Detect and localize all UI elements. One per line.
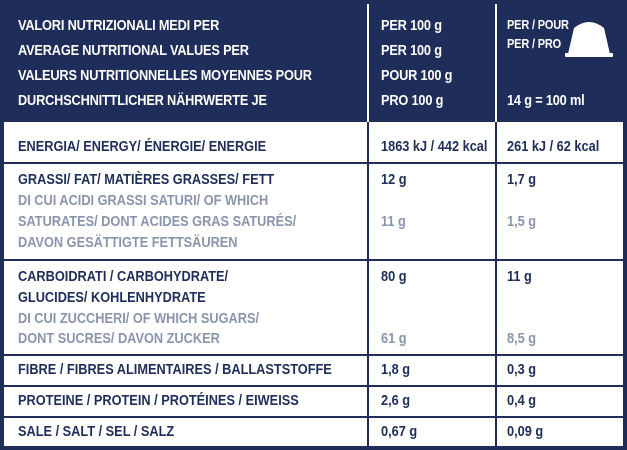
header-label-it: VALORI NUTRIZIONALI MEDI PER <box>18 18 220 34</box>
sugars-label-line1: DI CUI ZUCCHERI/ OF WHICH SUGARS/ <box>18 311 260 327</box>
sugars-per100: 61 g <box>381 331 407 347</box>
fat-label: GRASSI/ FAT/ MATIÈRES GRASSES/ FETT <box>18 172 275 188</box>
saturates-label-line2: SATURATES/ DONT ACIDES GRAS SATURÉS/ <box>18 214 297 230</box>
header-per100-en: PER 100 g <box>381 43 442 59</box>
header-label-fr: VALEURS NUTRITIONNELLES MOYENNES POUR <box>18 68 312 84</box>
saturates-per100: 11 g <box>381 214 406 230</box>
nutrition-header: VALORI NUTRIZIONALI MEDI PER AVERAGE NUT… <box>4 4 623 122</box>
header-label-en: AVERAGE NUTRITIONAL VALUES PER <box>18 43 249 59</box>
fat-portion: 1,7 g <box>507 172 537 188</box>
fibre-per100: 1,8 g <box>381 362 411 378</box>
body-divider-1 <box>367 122 369 446</box>
row-divider <box>4 354 623 356</box>
carbs-portion: 11 g <box>507 269 532 285</box>
sugars-portion: 8,5 g <box>507 331 537 347</box>
header-label-de: DURCHSCHNITTLICHER NÄHRWERTE JE <box>18 93 267 109</box>
carbs-label-line2: GLUCIDES/ KOHLENHYDRATE <box>18 290 206 306</box>
header-portion-line1: PER / POUR <box>507 18 569 32</box>
header-divider-1 <box>367 4 369 122</box>
energy-label: ENERGIA/ ENERGY/ ÉNERGIE/ ENERGIE <box>18 139 267 155</box>
coffee-capsule-icon <box>565 22 613 57</box>
header-per100-de: PRO 100 g <box>381 93 444 109</box>
protein-per100: 2,6 g <box>381 393 411 409</box>
salt-per100: 0,67 g <box>381 424 418 440</box>
salt-label: SALE / SALT / SEL / SALZ <box>18 424 175 440</box>
fat-per100: 12 g <box>381 172 407 188</box>
header-portion-size: 14 g = 100 ml <box>507 93 585 109</box>
header-per100-it: PER 100 g <box>381 18 442 34</box>
header-per100-fr: POUR 100 g <box>381 68 453 84</box>
fibre-portion: 0,3 g <box>507 362 537 378</box>
row-divider <box>4 162 623 164</box>
fibre-label: FIBRE / FIBRES ALIMENTAIRES / BALLASTSTO… <box>18 362 332 378</box>
saturates-portion: 1,5 g <box>507 214 537 230</box>
row-divider <box>4 385 623 387</box>
protein-label: PROTEINE / PROTEIN / PROTÉINES / EIWEISS <box>18 393 299 409</box>
body-divider-2 <box>495 122 497 446</box>
header-portion-line2: PER / PRO <box>507 37 562 51</box>
row-divider <box>4 259 623 261</box>
protein-portion: 0,4 g <box>507 393 537 409</box>
row-divider <box>4 416 623 418</box>
energy-portion: 261 kJ / 62 kcal <box>507 139 600 155</box>
carbs-label-line1: CARBOIDRATI / CARBOHYDRATE/ <box>18 269 229 285</box>
energy-per100: 1863 kJ / 442 kcal <box>381 139 488 155</box>
carbs-per100: 80 g <box>381 269 407 285</box>
saturates-label-line1: DI CUI ACIDI GRASSI SATURI/ OF WHICH <box>18 193 269 209</box>
saturates-label-line3: DAVON GESÄTTIGTE FETTSÄUREN <box>18 235 238 251</box>
header-divider-2 <box>495 4 497 122</box>
salt-portion: 0,09 g <box>507 424 544 440</box>
sugars-label-line2: DONT SUCRES/ DAVON ZUCKER <box>18 331 220 347</box>
